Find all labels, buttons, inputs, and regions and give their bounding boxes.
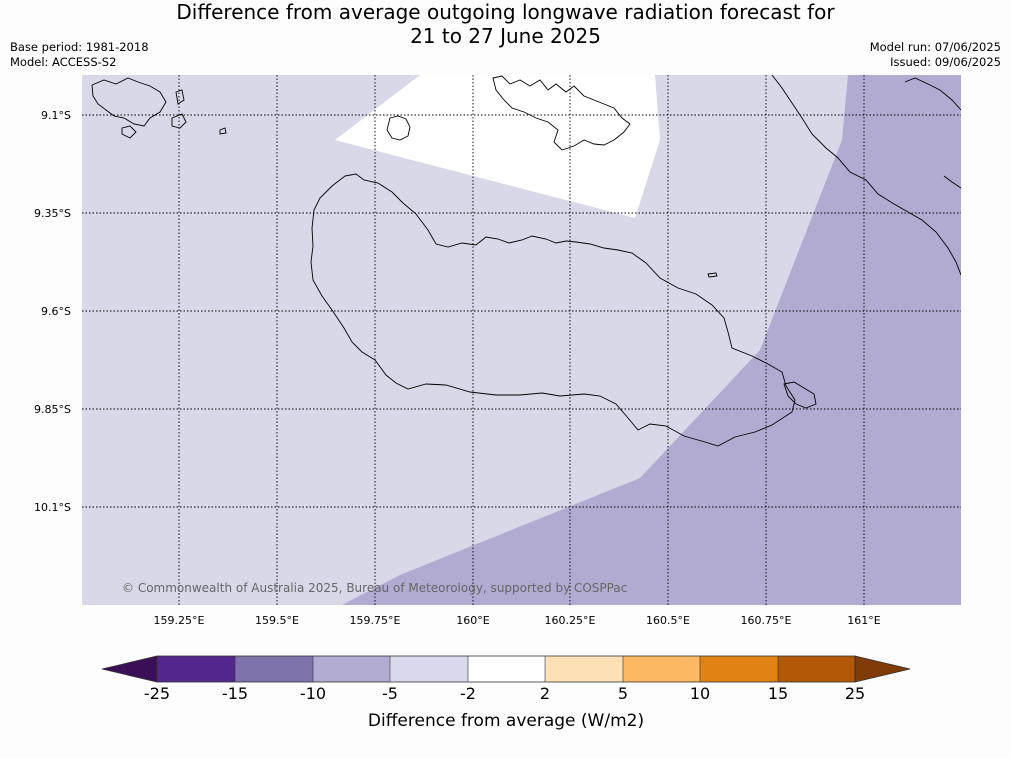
lat-label: 9.1°S xyxy=(41,109,71,122)
lon-label: 161°E xyxy=(847,614,880,627)
colorbar-tick: 15 xyxy=(768,684,788,703)
colorbar-segment xyxy=(778,656,855,682)
lon-label: 159.75°E xyxy=(350,614,401,627)
longitude-labels: 159.25°E 159.5°E 159.75°E 160°E 160.25°E… xyxy=(154,614,881,627)
colorbar-segment xyxy=(468,656,545,682)
russell-islands-coastline xyxy=(91,77,167,127)
lon-label: 159.5°E xyxy=(255,614,299,627)
latitude-labels: 9.1°S 9.35°S 9.6°S 9.85°S 10.1°S xyxy=(34,109,71,514)
lon-label: 160.5°E xyxy=(646,614,690,627)
model-run-text: Model run: 07/06/2025 xyxy=(869,40,1001,54)
colorbar-tick: -15 xyxy=(222,684,248,703)
colorbar-extend-low xyxy=(101,655,158,683)
lon-label: 159.25°E xyxy=(154,614,205,627)
lat-label: 9.6°S xyxy=(41,305,71,318)
title-line-2: 21 to 27 June 2025 xyxy=(410,24,601,48)
colorbar-segment xyxy=(700,656,778,682)
coastlines xyxy=(91,75,961,447)
colorbar-ticks: -25 -15 -10 -5 -2 2 5 10 15 25 xyxy=(144,684,865,703)
lat-label: 9.35°S xyxy=(34,207,71,220)
colorbar-tick: -25 xyxy=(144,684,170,703)
malaita-coastline xyxy=(771,75,961,276)
small-islet-4 xyxy=(707,272,718,278)
copyright-text: © Commonwealth of Australia 2025, Bureau… xyxy=(122,581,627,595)
colorbar-segment xyxy=(623,656,700,682)
colorbar-dividers xyxy=(234,656,779,682)
colorbar-label: Difference from average (W/m2) xyxy=(368,711,644,731)
marau-coastline xyxy=(783,381,817,409)
lon-label: 160.25°E xyxy=(545,614,596,627)
colorbar: -25 -15 -10 -5 -2 2 5 10 15 25 Differenc… xyxy=(101,655,911,731)
colorbar-tick: 2 xyxy=(540,684,550,703)
lat-label: 10.1°S xyxy=(34,501,71,514)
lon-label: 160°E xyxy=(456,614,489,627)
colorbar-segment xyxy=(545,656,623,682)
lon-label: 160.75°E xyxy=(741,614,792,627)
lat-label: 9.85°S xyxy=(34,403,71,416)
title-line-1: Difference from average outgoing longwav… xyxy=(176,0,835,24)
chart-title: Difference from average outgoing longwav… xyxy=(0,0,1011,48)
colorbar-segment xyxy=(313,656,390,682)
florida-islands-coastline xyxy=(492,75,631,151)
colorbar-tick: 10 xyxy=(690,684,710,703)
colorbar-tick: 5 xyxy=(618,684,628,703)
issued-text: Issued: 09/06/2025 xyxy=(890,55,1001,69)
small-islet-3 xyxy=(219,127,227,135)
model-text: Model: ACCESS-S2 xyxy=(10,55,117,69)
east-islets-coastline-2 xyxy=(943,175,961,189)
colorbar-tick: -10 xyxy=(300,684,326,703)
graticule xyxy=(82,75,961,605)
guadalcanal-coastline xyxy=(310,173,796,447)
small-islet-5 xyxy=(175,89,185,105)
meta-right: Model run: 07/06/2025 Issued: 09/06/2025 xyxy=(870,40,1001,70)
colorbar-segment xyxy=(390,656,468,682)
colorbar-segment xyxy=(235,656,313,682)
region-minus2-to-2 xyxy=(335,75,660,218)
colorbar-outline xyxy=(156,655,856,683)
small-islet-1 xyxy=(121,125,137,139)
colorbar-extend-high xyxy=(854,655,911,683)
map-panel: © Commonwealth of Australia 2025, Bureau… xyxy=(82,75,961,605)
region-minus10-to-minus5 xyxy=(342,75,961,605)
colorbar-segment xyxy=(157,656,235,682)
colorbar-tick: -2 xyxy=(460,684,476,703)
colorbar-tick: 25 xyxy=(845,684,865,703)
east-islets-coastline xyxy=(904,77,961,111)
meta-left: Base period: 1981-2018 Model: ACCESS-S2 xyxy=(10,40,149,70)
base-period-text: Base period: 1981-2018 xyxy=(10,40,149,54)
savo-island-coastline xyxy=(386,115,411,141)
colorbar-tick: -5 xyxy=(382,684,398,703)
